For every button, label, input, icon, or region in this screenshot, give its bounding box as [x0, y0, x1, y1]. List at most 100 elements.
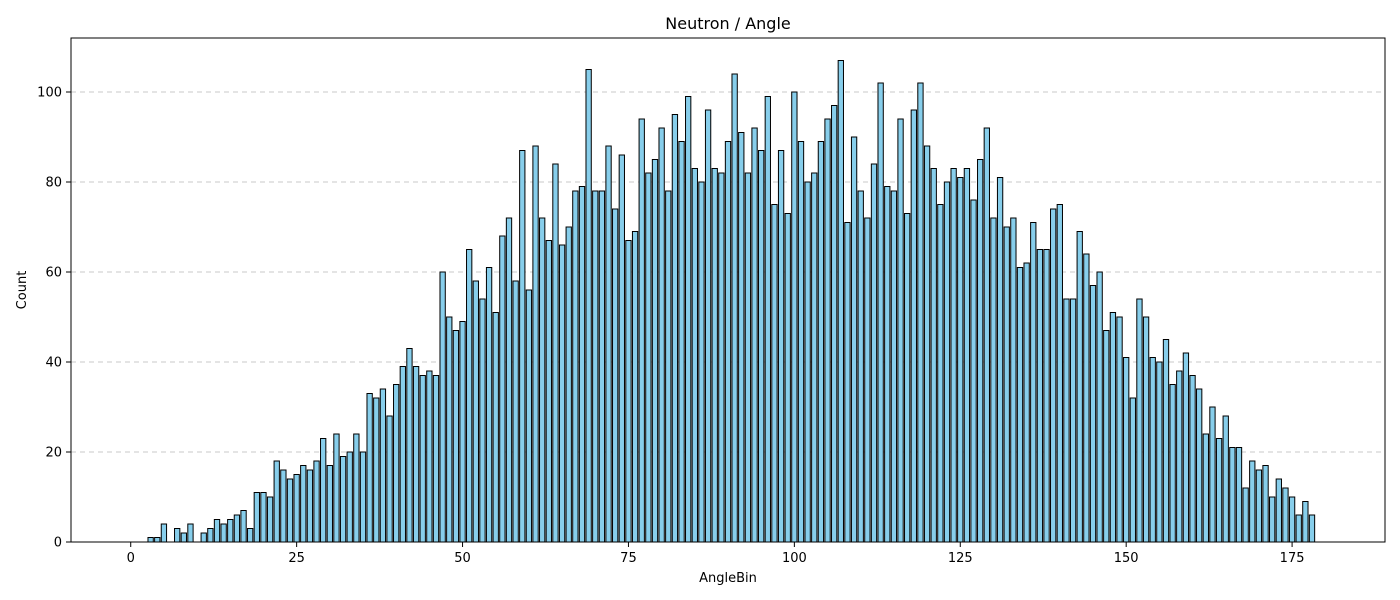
- bar-14: [220, 523, 227, 543]
- bar-42: [406, 348, 413, 543]
- bar-26: [300, 465, 307, 543]
- bar-108: [844, 222, 851, 543]
- bar-92: [738, 132, 745, 543]
- bar-19: [253, 492, 260, 543]
- x-axis-label: AngleBin: [699, 571, 757, 586]
- bar-86: [698, 181, 705, 543]
- bar-125: [957, 177, 964, 543]
- bar-178: [1308, 514, 1316, 543]
- bar-5: [160, 523, 168, 543]
- x-tick-label-50: 50: [454, 551, 471, 566]
- bar-91: [731, 73, 738, 543]
- bar-103: [811, 172, 818, 543]
- bar-176: [1295, 514, 1302, 543]
- bar-70: [592, 190, 599, 543]
- y-tick-label-100: 100: [37, 86, 62, 101]
- bar-43: [412, 366, 420, 543]
- bar-112: [870, 163, 878, 543]
- bar-106: [831, 105, 838, 543]
- y-tick-label-0: 0: [54, 536, 62, 551]
- bar-25: [293, 474, 300, 543]
- bar-80: [658, 127, 665, 543]
- bar-63: [545, 240, 552, 543]
- bar-44: [419, 375, 426, 543]
- bar-36: [366, 393, 373, 543]
- bar-50: [459, 321, 466, 543]
- bar-139: [1050, 208, 1057, 543]
- bar-51: [466, 249, 473, 543]
- y-tick-label-40: 40: [45, 356, 62, 371]
- bar-111: [864, 217, 871, 543]
- bar-68: [578, 186, 586, 543]
- bar-58: [512, 280, 519, 543]
- bar-143: [1076, 231, 1083, 543]
- bar-134: [1016, 267, 1024, 543]
- x-tick-label-150: 150: [1114, 551, 1139, 566]
- bar-135: [1023, 262, 1030, 543]
- y-axis-ticks: 0 20 40 60 80 100: [37, 86, 71, 551]
- bar-115: [890, 190, 898, 543]
- bar-129: [983, 127, 990, 543]
- x-tick-label-25: 25: [288, 551, 305, 566]
- bar-84: [685, 96, 692, 543]
- bar-94: [751, 127, 758, 543]
- bar-105: [824, 118, 831, 543]
- chart-title: Neutron / Angle: [665, 14, 790, 33]
- bar-100: [791, 91, 798, 543]
- bar-67: [572, 190, 579, 543]
- bar-11: [200, 532, 207, 543]
- bar-161: [1196, 388, 1203, 543]
- bar-167: [1235, 447, 1243, 543]
- bar-116: [897, 118, 904, 543]
- bar-41: [399, 366, 406, 543]
- bar-13: [213, 519, 221, 543]
- bar-119: [917, 82, 924, 543]
- bar-75: [625, 240, 632, 543]
- bar-132: [1003, 226, 1010, 543]
- bar-77: [638, 118, 645, 543]
- bar-55: [492, 312, 499, 543]
- bar-144: [1083, 253, 1090, 543]
- bar-59: [519, 150, 526, 543]
- bar-56: [499, 235, 506, 543]
- bar-38: [379, 388, 387, 543]
- x-tick-label-125: 125: [948, 551, 973, 566]
- bar-85: [691, 168, 698, 543]
- bar-151: [1129, 397, 1136, 543]
- bar-98: [777, 150, 785, 543]
- bar-96: [764, 96, 771, 543]
- bar-117: [904, 213, 911, 543]
- bar-99: [784, 213, 791, 543]
- bar-40: [393, 384, 400, 543]
- bar-121: [930, 168, 937, 543]
- bar-147: [1103, 330, 1110, 543]
- bar-16: [233, 514, 241, 543]
- bar-163: [1209, 406, 1216, 543]
- x-tick-label-175: 175: [1280, 551, 1305, 566]
- bar-71: [598, 190, 606, 543]
- bar-87: [704, 109, 712, 543]
- bar-174: [1282, 487, 1289, 543]
- bar-8: [180, 532, 187, 543]
- bar-46: [432, 375, 440, 543]
- bar-60: [525, 289, 533, 543]
- bar-48: [446, 316, 453, 543]
- bar-33: [346, 451, 353, 543]
- bar-137: [1036, 249, 1044, 543]
- bar-15: [227, 519, 234, 543]
- bar-54: [485, 267, 493, 543]
- bar-164: [1215, 438, 1223, 543]
- bar-138: [1043, 249, 1050, 543]
- bar-110: [857, 190, 864, 543]
- bar-131: [996, 177, 1004, 543]
- bars: [147, 60, 1316, 543]
- bar-93: [744, 172, 752, 543]
- bar-78: [645, 172, 652, 543]
- bar-47: [439, 271, 446, 543]
- bar-142: [1069, 298, 1077, 543]
- bar-155: [1156, 361, 1163, 543]
- bar-7: [174, 528, 181, 543]
- bar-102: [804, 181, 811, 543]
- bar-90: [724, 141, 732, 543]
